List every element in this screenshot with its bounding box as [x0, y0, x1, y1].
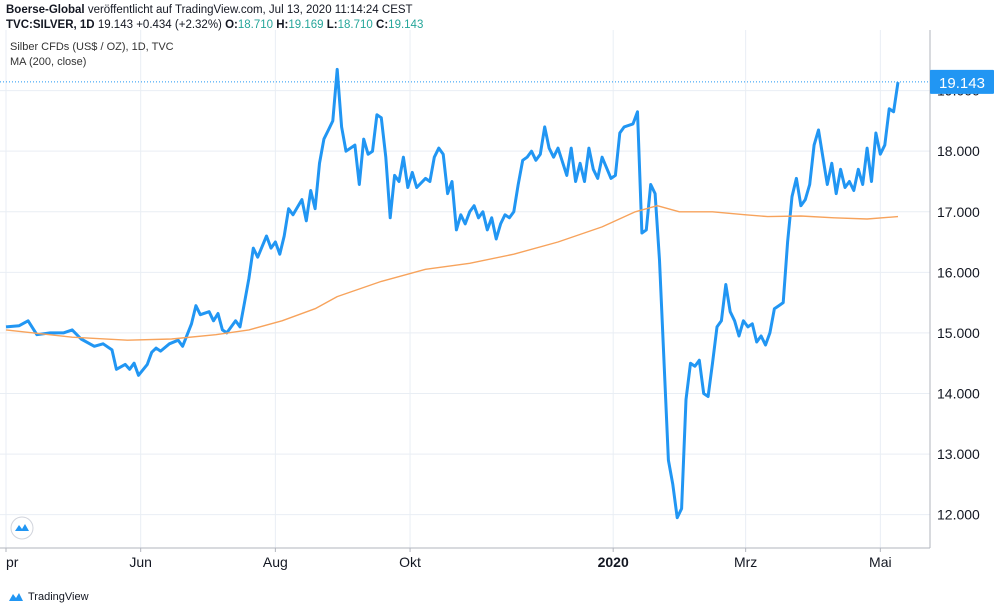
- ma-series-line: [5, 205, 899, 341]
- x-axis-ticks: prJunAugOkt2020MrzMaiJul: [5, 548, 892, 570]
- y-axis-ticks: 12.000 13.000 14.000 15.000 16.000 17.000 18.0…: [937, 83, 980, 523]
- chart-header: Boerse-Global veröffentlicht auf Trading…: [6, 3, 423, 33]
- y-tick-label: 17.000: [937, 204, 980, 220]
- open-label: O:: [225, 19, 238, 31]
- high-label: H:: [276, 19, 289, 31]
- ohlc-line: TVC:SILVER, 1D 19.143 +0.434 (+2.32%) O:…: [6, 18, 423, 33]
- x-tick-label: 2020: [598, 554, 629, 570]
- badge-value: 19.143: [939, 75, 985, 92]
- legend-series-title: Silber CFDs (US$ / OZ), 1D, TVC: [10, 41, 174, 53]
- y-tick-label: 13.000: [937, 446, 980, 462]
- high-value: 19.169: [288, 19, 324, 31]
- y-tick-label: 12.000: [937, 507, 980, 523]
- tradingview-logo-icon: [9, 593, 23, 601]
- price-series-line: [5, 67, 900, 520]
- change-value: +0.434 (+2.32%): [136, 19, 222, 31]
- x-tick-label: Okt: [399, 554, 421, 570]
- chart-legend: Silber CFDs (US$ / OZ), 1D, TVC MA (200,…: [10, 40, 174, 70]
- x-tick-label: pr: [6, 554, 19, 570]
- y-tick-label: 15.000: [937, 325, 980, 341]
- y-tick-label: 18.000: [937, 143, 980, 159]
- close-label: C:: [376, 19, 389, 31]
- x-tick-label: Mai: [869, 554, 892, 570]
- publish-info: veröffentlicht auf TradingView.com, Jul …: [87, 4, 413, 16]
- x-tick-label: Aug: [263, 554, 288, 570]
- close-value: 19.143: [388, 19, 424, 31]
- open-value: 18.710: [237, 19, 274, 31]
- symbol-label: TVC:SILVER, 1D: [6, 19, 95, 31]
- publisher-name[interactable]: Boerse-Global: [6, 4, 85, 16]
- y-tick-label: 16.000: [937, 264, 980, 280]
- last-value: 19.143: [97, 19, 133, 31]
- x-tick-label: Mrz: [734, 554, 757, 570]
- last-price-badge: 19.143: [930, 69, 994, 94]
- tradingview-watermark-icon: [10, 516, 34, 540]
- footer-brand[interactable]: TradingView: [28, 591, 89, 603]
- y-tick-label: 14.000: [937, 386, 980, 402]
- chart-series: [0, 67, 930, 520]
- low-value: 18.710: [337, 19, 373, 31]
- chart-grid: [0, 30, 930, 548]
- badge-box: [930, 69, 994, 94]
- low-label: L:: [326, 19, 338, 31]
- x-tick-label: Jun: [129, 554, 152, 570]
- footer: TradingView: [8, 591, 89, 603]
- legend-ma: MA (200, close): [10, 56, 87, 68]
